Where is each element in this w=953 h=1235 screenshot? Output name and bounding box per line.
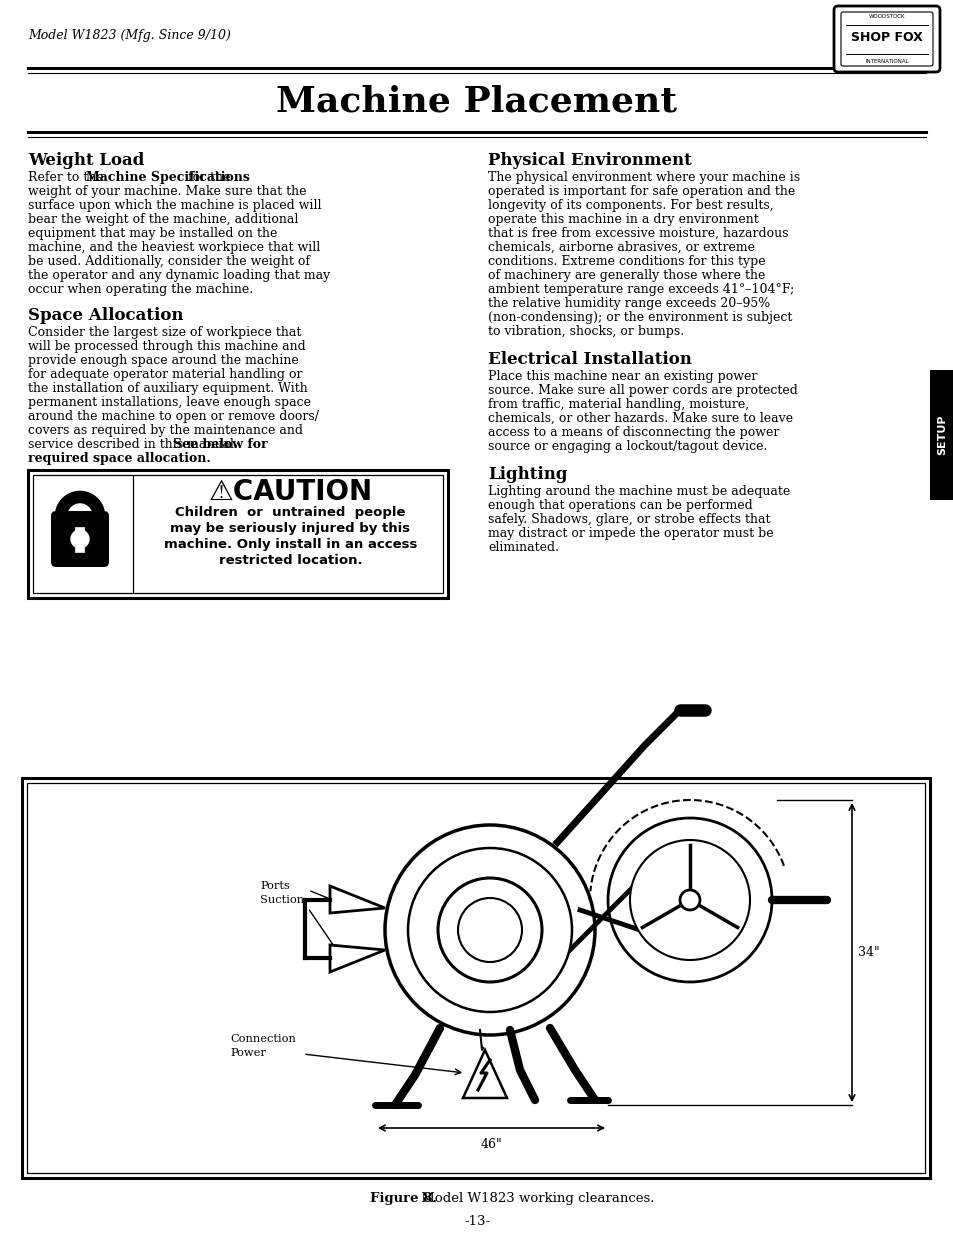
Text: operate this machine in a dry environment: operate this machine in a dry environmen… [488,212,758,226]
FancyBboxPatch shape [28,471,448,598]
Text: Place this machine near an existing power: Place this machine near an existing powe… [488,370,757,383]
Polygon shape [462,1050,506,1098]
Text: the installation of auxiliary equipment. With: the installation of auxiliary equipment.… [28,382,308,395]
Text: INTERNATIONAL: INTERNATIONAL [864,58,908,63]
Circle shape [607,818,771,982]
Text: -13-: -13- [463,1215,490,1228]
Circle shape [437,878,541,982]
Text: ambient temperature range exceeds 41°–104°F;: ambient temperature range exceeds 41°–10… [488,283,794,296]
Text: Lighting around the machine must be adequate: Lighting around the machine must be adeq… [488,485,789,498]
Text: Ports: Ports [260,881,290,890]
Polygon shape [330,885,385,913]
Text: access to a means of disconnecting the power: access to a means of disconnecting the p… [488,426,779,438]
Circle shape [679,890,700,910]
Text: 34": 34" [857,946,879,960]
FancyBboxPatch shape [841,12,932,65]
Text: SHOP FOX: SHOP FOX [850,31,922,44]
Text: Machine Specifications: Machine Specifications [86,170,250,184]
Polygon shape [330,945,385,972]
Circle shape [629,840,749,960]
FancyBboxPatch shape [929,370,953,500]
Text: may distract or impede the operator must be: may distract or impede the operator must… [488,527,773,540]
Text: safely. Shadows, glare, or strobe effects that: safely. Shadows, glare, or strobe effect… [488,513,770,526]
FancyBboxPatch shape [22,778,929,1178]
Text: Power: Power [230,1049,266,1058]
Text: Weight Load: Weight Load [28,152,144,169]
Text: 46": 46" [480,1137,502,1151]
Circle shape [457,898,521,962]
Text: restricted location.: restricted location. [218,555,362,567]
Text: Figure 8.: Figure 8. [370,1192,436,1205]
Text: machine. Only install in an access: machine. Only install in an access [164,538,416,551]
Circle shape [385,825,595,1035]
Text: (non-condensing); or the environment is subject: (non-condensing); or the environment is … [488,311,792,324]
Text: Lighting: Lighting [488,466,567,483]
Text: source. Make sure all power cords are protected: source. Make sure all power cords are pr… [488,384,797,396]
Text: chemicals, airborne abrasives, or extreme: chemicals, airborne abrasives, or extrem… [488,241,754,254]
Text: weight of your machine. Make sure that the: weight of your machine. Make sure that t… [28,185,306,198]
FancyBboxPatch shape [51,511,109,567]
Text: Connection: Connection [230,1034,295,1044]
Text: bear the weight of the machine, additional: bear the weight of the machine, addition… [28,212,298,226]
Text: Space Allocation: Space Allocation [28,308,183,324]
Circle shape [71,530,89,548]
Text: operated is important for safe operation and the: operated is important for safe operation… [488,185,795,198]
Text: provide enough space around the machine: provide enough space around the machine [28,354,298,367]
Text: may be seriously injured by this: may be seriously injured by this [171,522,410,535]
Text: machine, and the heaviest workpiece that will: machine, and the heaviest workpiece that… [28,241,320,254]
Text: of machinery are generally those where the: of machinery are generally those where t… [488,269,764,282]
Text: See below for: See below for [172,438,268,451]
Text: surface upon which the machine is placed will: surface upon which the machine is placed… [28,199,321,212]
Text: eliminated.: eliminated. [488,541,558,555]
Text: occur when operating the machine.: occur when operating the machine. [28,283,253,296]
Text: permanent installations, leave enough space: permanent installations, leave enough sp… [28,396,311,409]
Text: Suction: Suction [260,895,304,905]
Text: for the: for the [184,170,231,184]
FancyBboxPatch shape [33,475,442,593]
Text: source or engaging a lockout/tagout device.: source or engaging a lockout/tagout devi… [488,440,766,453]
Text: WOODSTOCK: WOODSTOCK [868,15,904,20]
Text: enough that operations can be performed: enough that operations can be performed [488,499,752,513]
Text: Consider the largest size of workpiece that: Consider the largest size of workpiece t… [28,326,301,338]
Text: for adequate operator material handling or: for adequate operator material handling … [28,368,302,382]
Text: Refer to the: Refer to the [28,170,108,184]
Text: be used. Additionally, consider the weight of: be used. Additionally, consider the weig… [28,254,310,268]
Text: to vibration, shocks, or bumps.: to vibration, shocks, or bumps. [488,325,683,338]
Text: from traffic, material handling, moisture,: from traffic, material handling, moistur… [488,398,748,411]
Text: service described in this manual.: service described in this manual. [28,438,241,451]
Text: will be processed through this machine and: will be processed through this machine a… [28,340,305,353]
Text: Electrical Installation: Electrical Installation [488,351,691,368]
Text: Physical Environment: Physical Environment [488,152,691,169]
Text: SETUP: SETUP [936,415,946,456]
Text: Model W1823 working clearances.: Model W1823 working clearances. [416,1192,654,1205]
Text: longevity of its components. For best results,: longevity of its components. For best re… [488,199,773,212]
FancyBboxPatch shape [833,6,939,72]
Text: Children  or  untrained  people: Children or untrained people [175,506,405,519]
Text: around the machine to open or remove doors/: around the machine to open or remove doo… [28,410,318,424]
Text: The physical environment where your machine is: The physical environment where your mach… [488,170,800,184]
Text: covers as required by the maintenance and: covers as required by the maintenance an… [28,424,303,437]
Text: the relative humidity range exceeds 20–95%: the relative humidity range exceeds 20–9… [488,296,769,310]
Circle shape [408,848,572,1011]
Text: chemicals, or other hazards. Make sure to leave: chemicals, or other hazards. Make sure t… [488,412,792,425]
Text: that is free from excessive moisture, hazardous: that is free from excessive moisture, ha… [488,227,788,240]
Text: the operator and any dynamic loading that may: the operator and any dynamic loading tha… [28,269,330,282]
Text: ⚠CAUTION: ⚠CAUTION [208,478,373,506]
Text: conditions. Extreme conditions for this type: conditions. Extreme conditions for this … [488,254,765,268]
FancyBboxPatch shape [27,783,924,1173]
Text: equipment that may be installed on the: equipment that may be installed on the [28,227,277,240]
Text: Model W1823 (Mfg. Since 9/10): Model W1823 (Mfg. Since 9/10) [28,28,231,42]
Text: required space allocation.: required space allocation. [28,452,211,466]
Text: Machine Placement: Machine Placement [276,85,677,119]
